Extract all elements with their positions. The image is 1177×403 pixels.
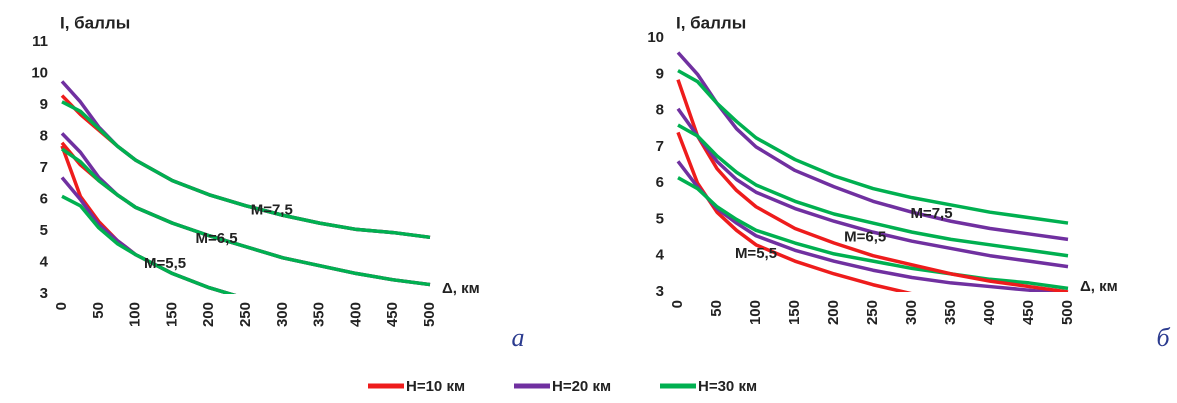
panel-label: б <box>1156 323 1170 352</box>
x-tick-label: 500 <box>421 302 438 327</box>
series-line <box>677 176 1069 291</box>
series-line <box>61 194 237 294</box>
x-tick-label: 50 <box>708 300 725 317</box>
y-tick-label: 8 <box>40 127 48 144</box>
annotation: M=7,5 <box>910 205 952 222</box>
x-axis-label: Δ, км <box>442 280 480 297</box>
y-tick-label: 6 <box>656 174 664 191</box>
x-tick-label: 0 <box>669 300 686 308</box>
y-tick-label: 11 <box>32 33 48 50</box>
y-tick-label: 3 <box>40 285 48 302</box>
annotation: M=6,5 <box>196 230 238 247</box>
y-tick-label: 8 <box>656 102 664 119</box>
series-line <box>60 132 431 287</box>
y-tick-label: 3 <box>656 283 664 300</box>
y-tick-label: 5 <box>40 222 48 239</box>
x-tick-label: 150 <box>163 302 180 327</box>
x-tick-label: 450 <box>1020 300 1037 325</box>
series-line <box>60 80 431 240</box>
x-tick-label: 0 <box>53 302 70 310</box>
y-tick-label: 4 <box>656 247 665 264</box>
x-tick-label: 250 <box>864 300 881 325</box>
annotation: M=6,5 <box>844 229 886 246</box>
x-tick-label: 250 <box>237 302 254 327</box>
y-tick-label: 5 <box>656 210 664 227</box>
chart: 3 4 5 6 7 8 9 10 11 0 50 100 150 200 250 300 350 400 450 50… <box>31 13 524 351</box>
legend-label: H=30 км <box>698 378 757 395</box>
series-line <box>677 123 1069 258</box>
series-line <box>61 100 431 240</box>
lines <box>676 51 1069 292</box>
legend-label: H=10 км <box>406 378 465 395</box>
series-line <box>676 51 1069 242</box>
series-line <box>61 147 431 287</box>
series-line <box>60 94 431 240</box>
y-tick-label: 7 <box>656 138 664 155</box>
y-tick-label: 9 <box>656 65 664 82</box>
annotation: M=5,5 <box>735 245 777 262</box>
x-tick-label: 50 <box>90 302 107 319</box>
x-axis-label: Δ, км <box>1080 278 1118 295</box>
y-tick-label: 6 <box>40 190 48 207</box>
annotation: M=5,5 <box>144 255 186 272</box>
x-tick-label: 350 <box>942 300 959 325</box>
x-tick-label: 450 <box>384 302 401 327</box>
x-tick-label: 100 <box>747 300 764 325</box>
legend: H=10 км H=20 км H=30 км <box>368 378 757 395</box>
x-tick-label: 500 <box>1059 300 1076 325</box>
series-line <box>676 131 912 292</box>
lines <box>60 80 431 294</box>
x-tick-label: 400 <box>981 300 998 325</box>
x-tick-label: 300 <box>903 300 920 325</box>
y-tick-label: 10 <box>647 29 664 46</box>
series-line <box>60 141 431 287</box>
y-tick-label: 4 <box>40 253 49 270</box>
x-tick-label: 300 <box>274 302 291 327</box>
legend-label: H=20 км <box>552 378 611 395</box>
y-axis-label: I, баллы <box>676 13 746 32</box>
x-tick-label: 200 <box>825 300 842 325</box>
series-line <box>676 79 1069 292</box>
x-tick-label: 350 <box>311 302 328 327</box>
x-tick-label: 200 <box>200 302 217 327</box>
y-axis-label: I, баллы <box>60 13 130 32</box>
y-tick-label: 10 <box>31 64 48 81</box>
x-tick-label: 400 <box>347 302 364 327</box>
x-tick-label: 150 <box>786 300 803 325</box>
annotation: M=7,5 <box>251 201 293 218</box>
x-tick-label: 100 <box>127 302 144 327</box>
y-tick-label: 7 <box>40 159 48 176</box>
y-tick-label: 9 <box>40 96 48 113</box>
panel-label: а <box>512 323 525 352</box>
series-line <box>676 107 1069 269</box>
series-line <box>677 69 1069 225</box>
